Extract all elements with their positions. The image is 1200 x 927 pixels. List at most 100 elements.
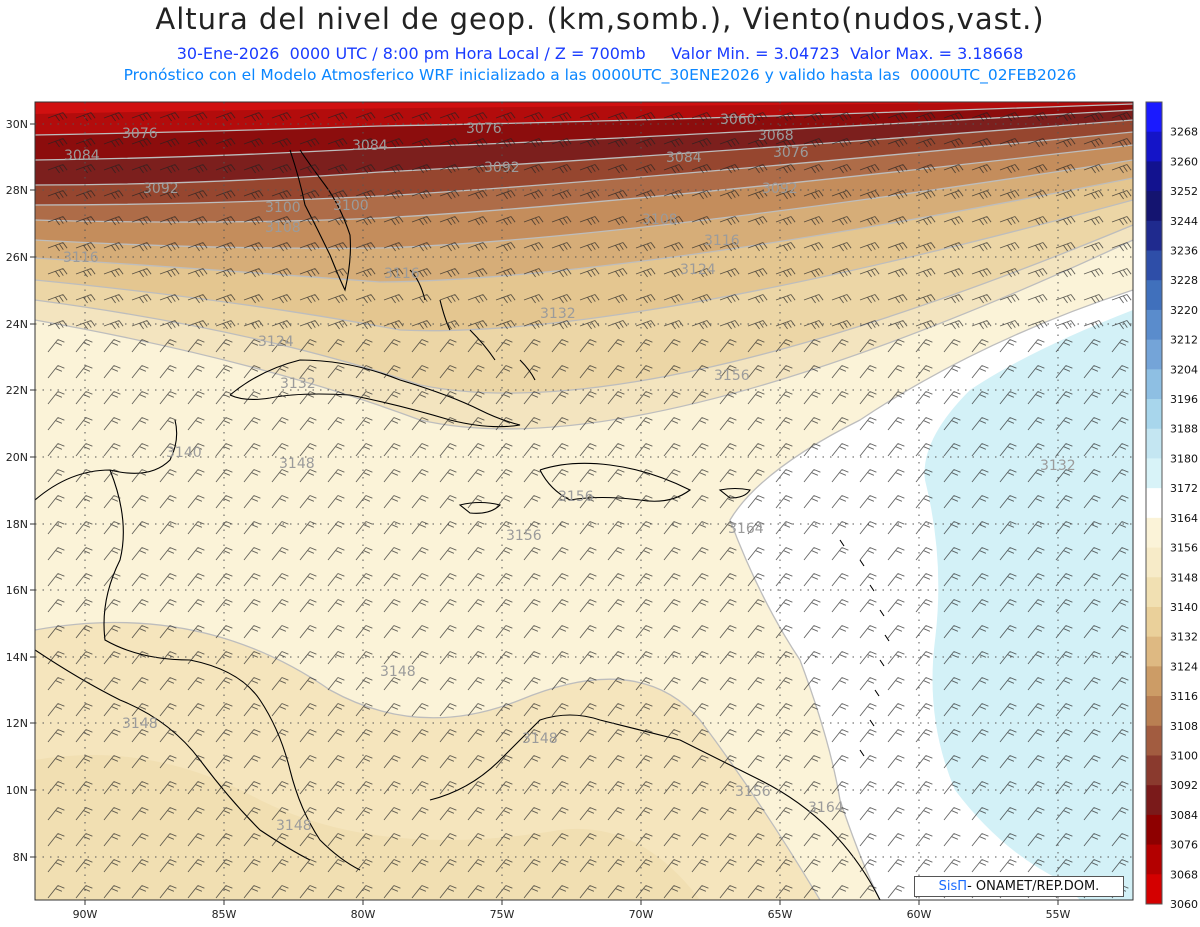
colorbar-label: 3060 <box>1170 898 1198 911</box>
colorbar-swatch <box>1146 102 1162 133</box>
colorbar-label: 3092 <box>1170 779 1198 792</box>
colorbar-swatch <box>1146 725 1162 756</box>
contour-label: 3068 <box>758 128 794 144</box>
colorbar-label: 3220 <box>1170 304 1198 317</box>
lat-label: 8N <box>13 851 28 864</box>
wind-barbs <box>47 112 1132 899</box>
credit-sis: SisΠ <box>938 879 968 894</box>
colorbar-swatch <box>1146 755 1162 786</box>
contour-label: 3092 <box>143 181 179 197</box>
contour-label: 3132 <box>540 306 576 322</box>
lon-label: 85W <box>212 908 237 921</box>
contour-label: 3084 <box>64 148 100 164</box>
contour-label: 3084 <box>666 150 702 166</box>
contour-label: 3100 <box>333 198 369 214</box>
colorbar-label: 3244 <box>1170 215 1198 228</box>
lon-label: 65W <box>768 908 793 921</box>
colorbar-swatch <box>1146 844 1162 875</box>
contour-label: 3148 <box>522 731 558 747</box>
colorbar-label: 3204 <box>1170 363 1198 376</box>
contour-label: 3156 <box>558 489 594 505</box>
axis-ticks <box>30 123 1059 905</box>
contour-label: 3148 <box>276 818 312 834</box>
contour-label: 3076 <box>466 121 502 137</box>
colorbar-swatch <box>1146 309 1162 341</box>
colorbar-swatch <box>1146 161 1162 192</box>
colorbar-label: 3084 <box>1170 809 1198 822</box>
colorbar-swatch <box>1146 280 1162 311</box>
colorbar-swatch <box>1146 220 1162 252</box>
lon-label: 70W <box>629 908 654 921</box>
contour-label: 3108 <box>265 220 301 236</box>
lon-label: 80W <box>351 908 376 921</box>
lat-label: 20N <box>6 451 28 464</box>
contour-label-group: 3076 3084 3092 3100 3108 3116 3084 3076 30603068… <box>63 112 1076 834</box>
colorbar-label: 3252 <box>1170 185 1198 198</box>
colorbar-label: 3196 <box>1170 393 1198 406</box>
colorbar-swatch <box>1146 606 1162 638</box>
contour-label: 3116 <box>384 266 420 282</box>
colorbar-label: 3076 <box>1170 839 1198 852</box>
colorbar-label: 3164 <box>1170 512 1198 525</box>
contour-label: 3116 <box>63 250 99 266</box>
colorbar-swatch <box>1146 339 1162 370</box>
lat-label: 18N <box>6 518 28 531</box>
contour-label: 3164 <box>808 800 844 816</box>
colorbar-label: 3260 <box>1170 155 1198 168</box>
colorbar-label: 3148 <box>1170 571 1198 584</box>
contour-label: 3132 <box>1040 458 1076 474</box>
lat-label: 26N <box>6 251 28 264</box>
contour-label: 3076 <box>122 126 158 142</box>
colorbar-swatch <box>1146 785 1162 816</box>
contour-label: 3148 <box>122 716 158 732</box>
geopotential-field: 3076 3084 3092 3100 3108 3116 3084 3076 30603068… <box>35 102 1133 900</box>
colorbar-swatch <box>1146 547 1162 578</box>
lat-label: 22N <box>6 384 28 397</box>
credit-org: - ONAMET/REP.DOM. <box>967 879 1100 894</box>
credit-box: SisΠ - ONAMET/REP.DOM. <box>914 876 1124 897</box>
lat-label: 16N <box>6 584 28 597</box>
lat-label: 30N <box>6 118 28 131</box>
colorbar-label: 3068 <box>1170 868 1198 881</box>
lat-label: 10N <box>6 784 28 797</box>
colorbar-swatch <box>1146 369 1162 400</box>
contour-label: 3108 <box>642 212 678 228</box>
colorbar-swatch <box>1146 577 1162 608</box>
colorbar-label: 3132 <box>1170 631 1198 644</box>
colorbar-swatch <box>1146 428 1162 459</box>
plot-frame <box>34 101 1134 901</box>
colorbar-label: 3140 <box>1170 601 1198 614</box>
colorbar-label: 3236 <box>1170 245 1198 258</box>
lon-label: 90W <box>73 908 98 921</box>
graticule <box>35 102 1133 900</box>
colorbar-swatch <box>1146 874 1162 905</box>
contour-label: 3132 <box>280 376 316 392</box>
lat-label: 28N <box>6 184 28 197</box>
colorbar-swatch <box>1146 636 1162 667</box>
coastlines <box>35 149 890 900</box>
longitude-labels: 90W 85W 80W 75W 70W 65W 60W 55W <box>73 908 1071 921</box>
colorbar-label: 3124 <box>1170 660 1198 673</box>
colorbar-swatch <box>1146 131 1162 162</box>
barb-paths <box>47 112 1132 899</box>
lon-label: 60W <box>907 908 932 921</box>
colorbar-label: 3180 <box>1170 452 1198 465</box>
colorbar-label: 3172 <box>1170 482 1198 495</box>
contour-label: 3148 <box>380 664 416 680</box>
colorbar: 3268 3260 3252 3244 3236 3228 3220 3212 3204 3196… <box>1145 101 1198 911</box>
colorbar-swatch <box>1146 191 1162 222</box>
colorbar-swatch <box>1146 458 1162 489</box>
colorbar-label: 3156 <box>1170 542 1198 555</box>
forecast-time-subtitle: 30-Ene-2026 0000 UTC / 8:00 pm Hora Loca… <box>176 44 1024 63</box>
contour-label: 3124 <box>680 262 716 278</box>
colorbar-label: 3212 <box>1170 334 1198 347</box>
contour-label: 3076 <box>773 145 809 161</box>
contour-label: 3084 <box>352 138 388 154</box>
contour-label: 3140 <box>166 445 202 461</box>
contour-label: 3116 <box>704 233 740 249</box>
colorbar-label: 3100 <box>1170 749 1198 762</box>
colorbar-label: 3188 <box>1170 423 1198 436</box>
lat-label: 12N <box>6 717 28 730</box>
colorbar-swatch <box>1146 399 1162 430</box>
